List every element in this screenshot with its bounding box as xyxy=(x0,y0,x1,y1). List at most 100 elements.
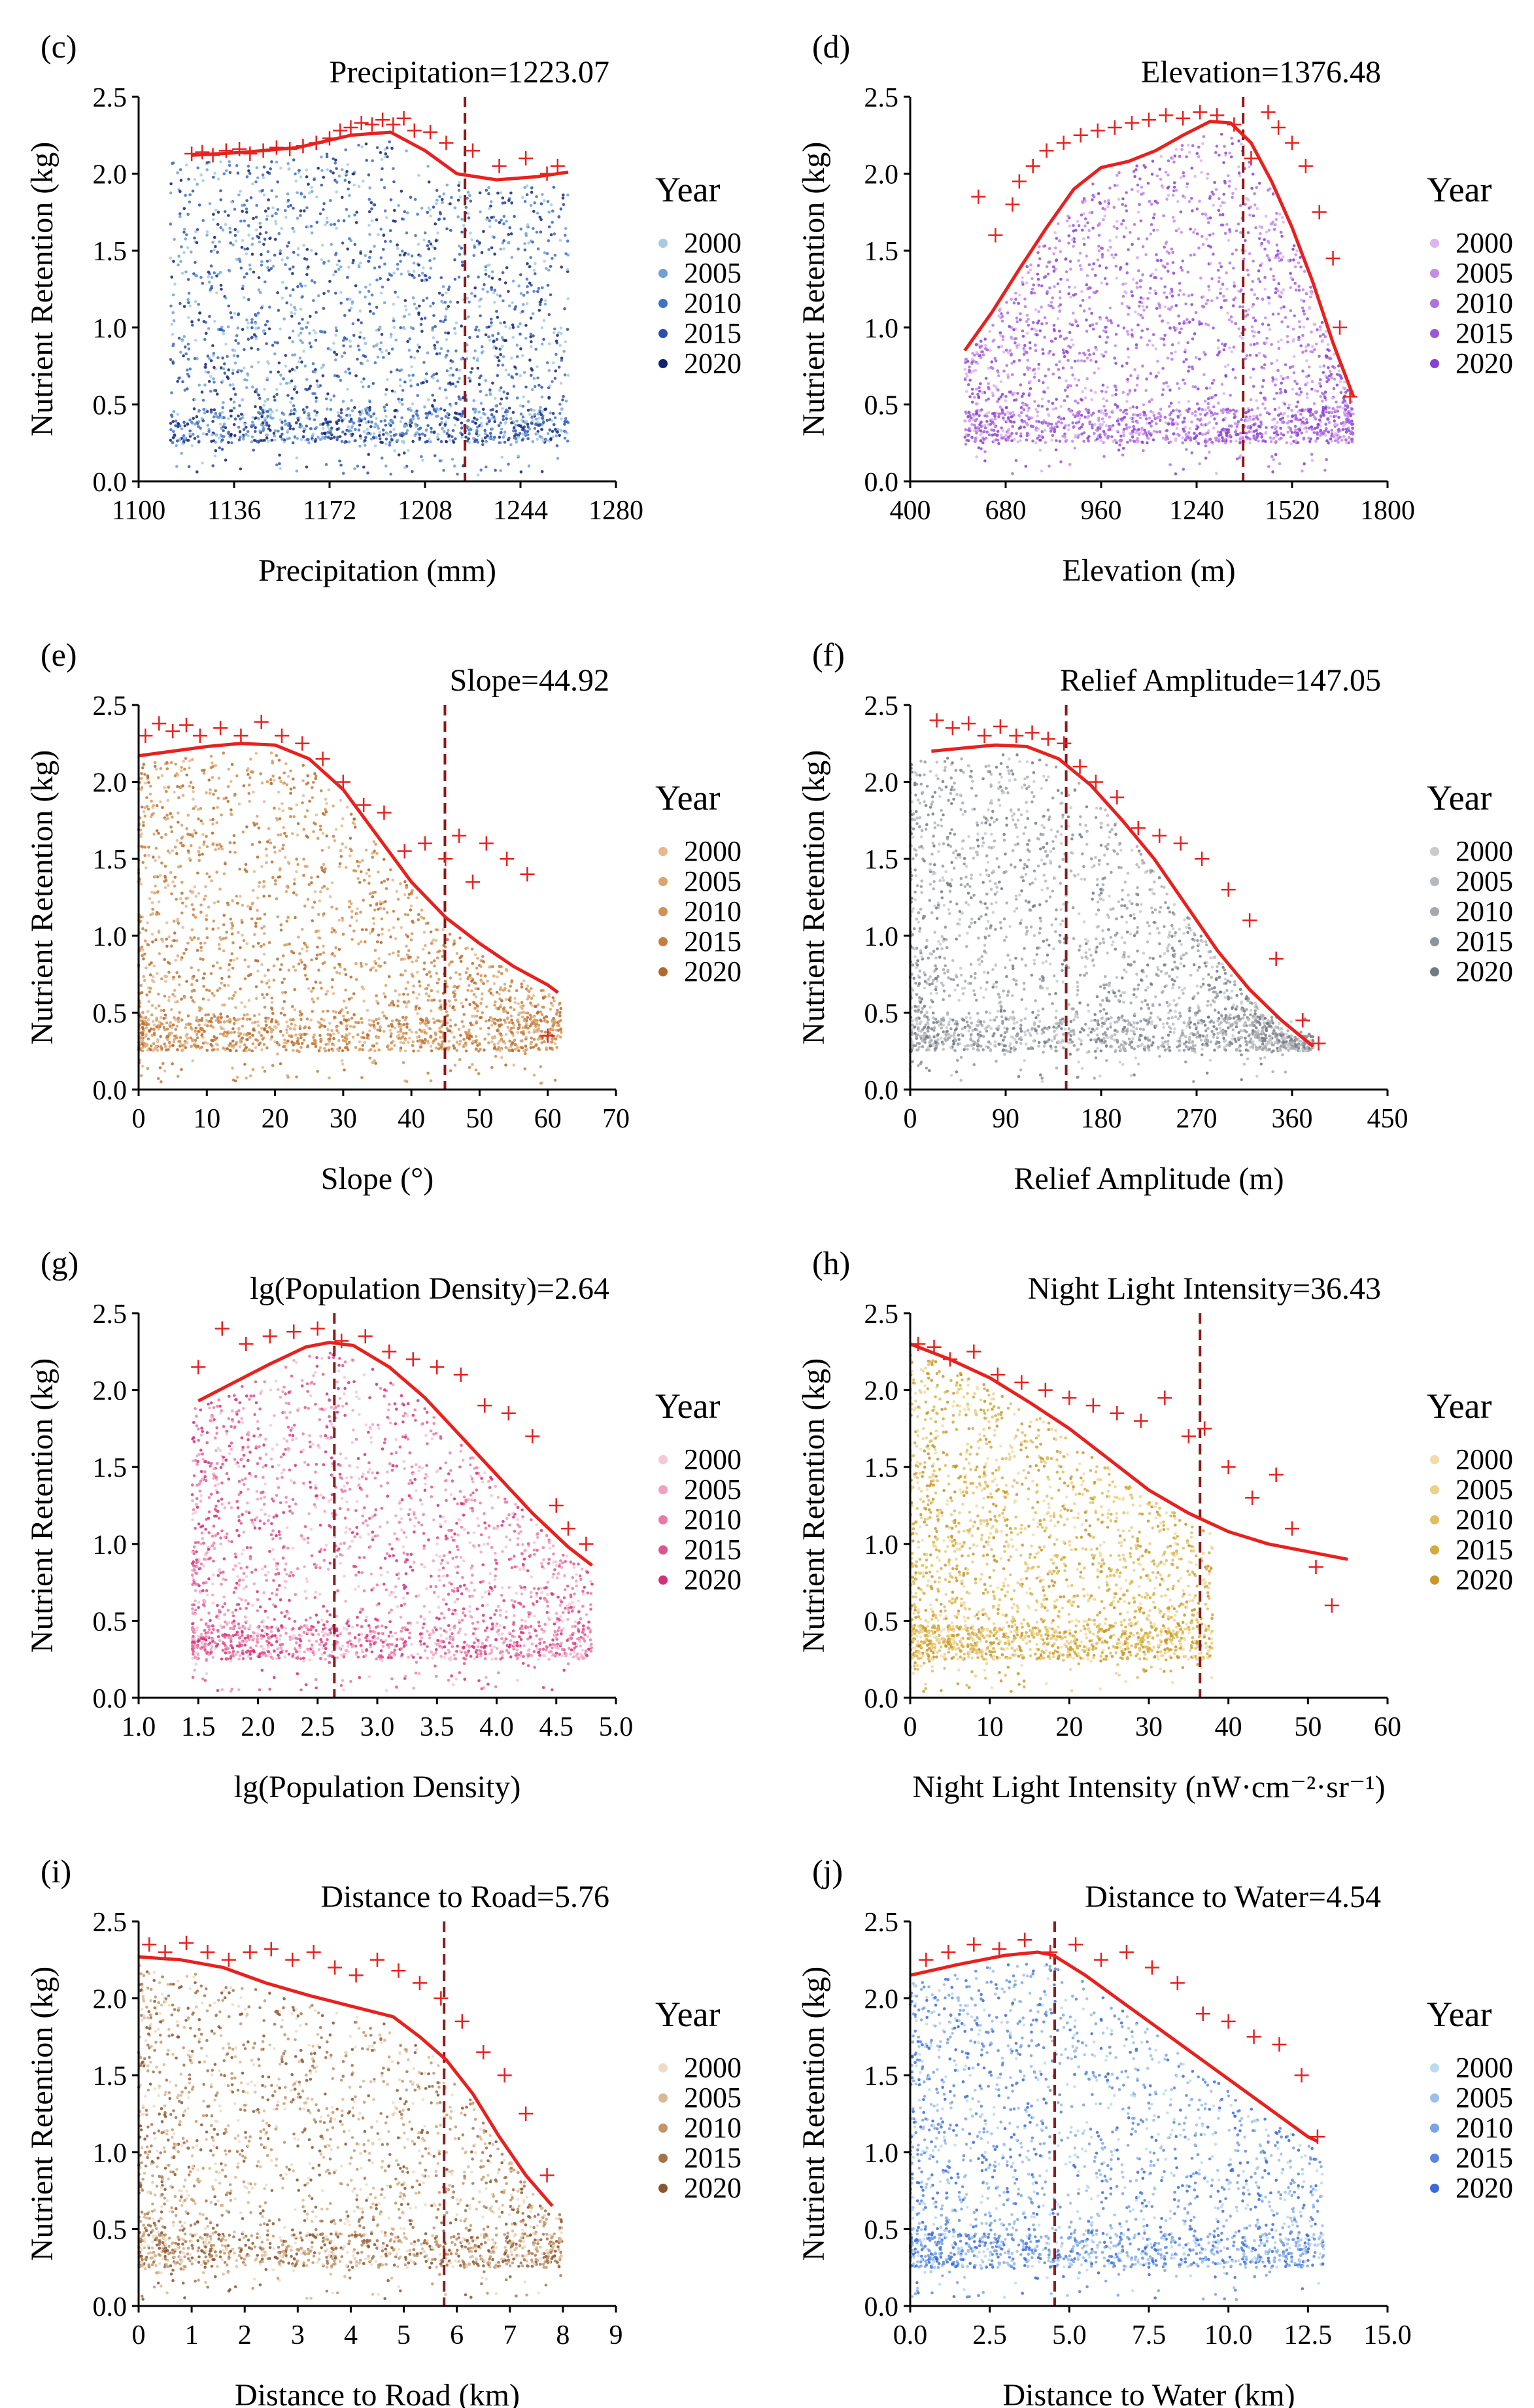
scatter-point xyxy=(1331,396,1335,400)
scatter-point xyxy=(538,409,541,413)
scatter-point xyxy=(1235,424,1239,428)
scatter-point xyxy=(324,463,328,466)
scatter-point xyxy=(504,421,508,424)
scatter-point xyxy=(1272,417,1276,421)
scatter-point xyxy=(1018,415,1021,418)
scatter-point xyxy=(199,426,202,430)
scatter-point xyxy=(1260,241,1263,245)
scatter-point xyxy=(209,390,213,393)
scatter-point xyxy=(1330,434,1333,438)
scatter-point xyxy=(1069,267,1072,271)
scatter-point xyxy=(201,432,205,436)
outlier-marker xyxy=(1124,115,1139,130)
scatter-point xyxy=(396,243,399,247)
scatter-point xyxy=(976,426,980,429)
scatter-point xyxy=(968,379,972,382)
scatter-point xyxy=(487,248,490,251)
scatter-point xyxy=(1223,344,1227,347)
scatter-point xyxy=(1316,431,1319,434)
scatter-point xyxy=(1112,205,1116,209)
scatter-point xyxy=(1125,262,1129,266)
scatter-point xyxy=(329,420,332,424)
scatter-point xyxy=(216,222,220,226)
scatter-point xyxy=(439,319,442,323)
legend-label: 2015 xyxy=(684,317,741,349)
scatter-point xyxy=(1014,291,1017,295)
scatter-point xyxy=(479,210,482,214)
scatter-point xyxy=(332,157,335,161)
scatter-point xyxy=(379,291,383,295)
scatter-point xyxy=(1177,227,1181,231)
scatter-point xyxy=(346,275,349,279)
scatter-point xyxy=(1229,434,1232,437)
scatter-point xyxy=(1112,439,1115,443)
scatter-point xyxy=(186,342,190,346)
scatter-point xyxy=(416,394,419,397)
scatter-point xyxy=(1150,203,1153,206)
scatter-point xyxy=(313,281,316,284)
scatter-point xyxy=(1287,406,1290,410)
scatter-point xyxy=(209,408,213,412)
scatter-point xyxy=(1246,268,1249,272)
scatter-point xyxy=(536,247,540,250)
scatter-point xyxy=(1129,374,1133,377)
scatter-point xyxy=(407,252,410,256)
scatter-point xyxy=(218,436,221,439)
scatter-point xyxy=(313,418,316,422)
scatter-point xyxy=(302,427,306,430)
scatter-point xyxy=(346,388,349,391)
scatter-point xyxy=(216,392,219,396)
scatter-point xyxy=(1032,291,1036,295)
scatter-point xyxy=(1040,305,1043,309)
scatter-point xyxy=(403,466,407,470)
scatter-point xyxy=(1106,318,1110,322)
scatter-point xyxy=(532,377,536,380)
scatter-point xyxy=(1207,284,1210,288)
scatter-point xyxy=(421,458,424,462)
scatter-point xyxy=(201,179,205,182)
scatter-point xyxy=(1116,184,1119,188)
scatter-point xyxy=(433,343,436,347)
scatter-point xyxy=(1230,350,1234,354)
scatter-point xyxy=(332,273,335,277)
scatter-point xyxy=(1305,392,1309,396)
scatter-point xyxy=(1221,213,1225,216)
scatter-point xyxy=(344,148,347,152)
scatter-point xyxy=(296,191,299,195)
scatter-point xyxy=(521,404,525,408)
scatter-point xyxy=(1293,265,1297,269)
scatter-point xyxy=(229,311,233,315)
scatter-point xyxy=(1207,429,1210,432)
scatter-point xyxy=(1083,387,1087,390)
scatter-point xyxy=(258,290,262,294)
scatter-point xyxy=(1093,371,1096,375)
scatter-point xyxy=(218,328,222,332)
scatter-point xyxy=(1271,379,1274,383)
scatter-point xyxy=(173,237,176,241)
scatter-point xyxy=(1064,257,1068,261)
scatter-point xyxy=(171,441,175,445)
scatter-point xyxy=(1179,176,1183,180)
scatter-point xyxy=(1139,296,1143,300)
scatter-point xyxy=(403,327,406,331)
scatter-point xyxy=(364,142,368,146)
scatter-point xyxy=(1189,228,1192,231)
scatter-point xyxy=(201,281,205,285)
scatter-point xyxy=(1297,418,1300,422)
scatter-point xyxy=(528,281,532,285)
scatter-point xyxy=(1246,273,1250,277)
scatter-point xyxy=(553,423,556,426)
legend-label: 2010 xyxy=(1456,287,1513,319)
scatter-point xyxy=(1310,292,1314,296)
scatter-point xyxy=(1102,441,1105,445)
scatter-point xyxy=(1170,294,1174,298)
scatter-point xyxy=(1208,288,1211,292)
scatter-point xyxy=(1015,432,1018,436)
scatter-point xyxy=(1107,201,1110,205)
outlier-marker xyxy=(1005,197,1020,212)
scatter-point xyxy=(1297,393,1301,397)
scatter-point xyxy=(1309,295,1312,299)
scatter-point xyxy=(231,371,235,375)
scatter-point xyxy=(481,287,485,291)
scatter-point xyxy=(1229,409,1233,413)
